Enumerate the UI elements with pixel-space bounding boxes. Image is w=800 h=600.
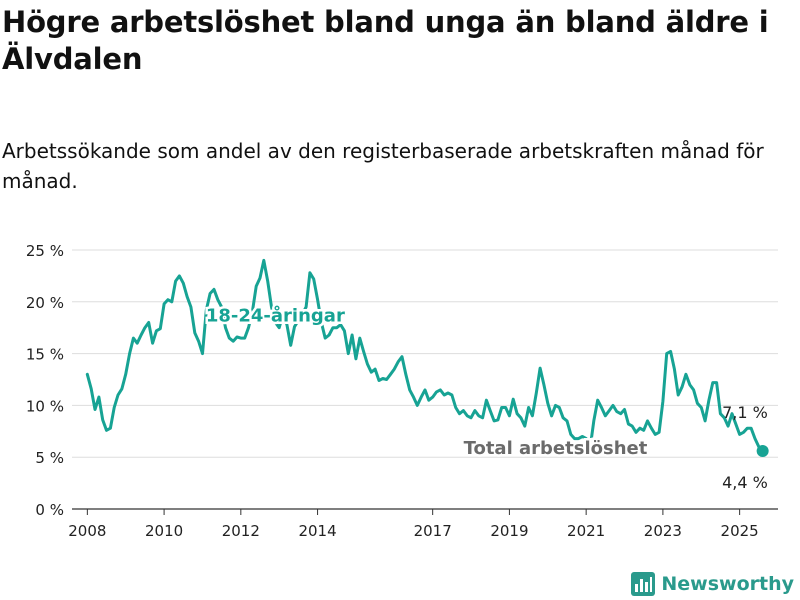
series-labels: 18-24-åringar 7,1 % Total arbetslöshet 4,4 … (203, 302, 768, 492)
x-tick-label: 2019 (490, 522, 528, 540)
total-series-label: Total arbetslöshet (464, 438, 648, 459)
y-tick-label: 0 % (35, 501, 64, 519)
youth-series-end-point (756, 444, 769, 457)
x-tick-label: 2014 (298, 522, 336, 540)
y-tick-label: 15 % (26, 346, 64, 364)
series-lines (85, 258, 769, 457)
youth-series-label: 18-24-åringar (206, 304, 345, 326)
y-tick-label: 5 % (35, 449, 64, 467)
x-tick-label: 2008 (68, 522, 106, 540)
y-tick-label: 10 % (26, 397, 64, 415)
y-axis-ticks: 0 % 5 % 10 % 15 % 20 % 25 % (26, 242, 64, 519)
total-series-end-value-label: 4,4 % (722, 473, 768, 492)
x-tick-label: 2025 (721, 522, 759, 540)
y-tick-label: 25 % (26, 242, 64, 260)
brand-name: Newsworthy (661, 573, 794, 595)
x-axis-ticks: 2008 2010 2012 2014 2017 2019 2021 2023 2025 (68, 509, 759, 540)
newsworthy-brand: Newsworthy (631, 572, 794, 596)
y-tick-label: 20 % (26, 294, 64, 312)
x-tick-label: 2012 (222, 522, 260, 540)
x-tick-label: 2023 (644, 522, 682, 540)
x-tick-label: 2017 (414, 522, 452, 540)
gridlines (72, 249, 778, 510)
bar-chart-logo-icon (631, 572, 656, 596)
youth-series-line (85, 258, 765, 453)
x-tick-label: 2010 (145, 522, 183, 540)
chart-title: Högre arbetslöshet bland unga än bland ä… (2, 5, 769, 76)
x-tick-label: 2021 (567, 522, 605, 540)
chart-subtitle: Arbetssökande som andel av den registerb… (2, 139, 764, 193)
youth-series-end-value-label: 7,1 % (722, 403, 768, 422)
